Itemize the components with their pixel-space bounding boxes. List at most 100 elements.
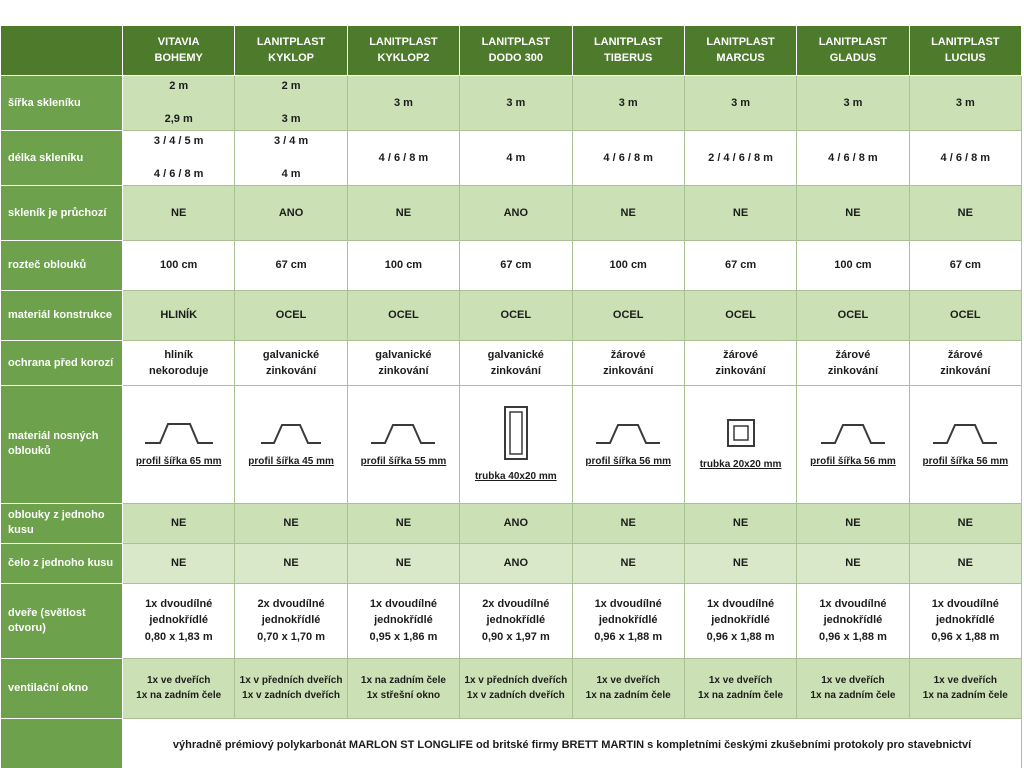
table-cell: 100 cm (571, 240, 685, 291)
table-cell: 1x dvoudílné jednokřídlé 0,96 x 1,88 m (908, 582, 1023, 659)
table-cell: 3 m (459, 75, 573, 131)
table-cell: galvanické zinkování (346, 340, 461, 386)
table-cell: NE (571, 542, 685, 584)
table-cell: NE (796, 185, 910, 241)
table-cell: 67 cm (234, 240, 348, 291)
table-cell: trubka 40x20 mm (459, 385, 573, 504)
table-cell: 1x ve dveřích 1x na zadním čele (796, 657, 910, 719)
table-cell: galvanické zinkování (234, 340, 348, 386)
table-cell: 4 / 6 / 8 m (571, 130, 685, 186)
table-cell: 3 m (796, 75, 910, 131)
tube-20x20-icon (725, 417, 757, 455)
table-cell: OCEL (571, 290, 685, 341)
table-cell: 1x ve dveřích 1x na zadním čele (571, 657, 685, 719)
omega-profile-icon (259, 420, 323, 452)
profile-caption: profil šířka 65 mm (135, 456, 222, 467)
row-label: délka skleníku (0, 130, 123, 186)
table-cell: 1x dvoudílné jednokřídlé 0,96 x 1,88 m (796, 582, 910, 659)
table-cell: 100 cm (796, 240, 910, 291)
profile-caption: profil šířka 56 mm (585, 456, 671, 467)
table-cell: 100 cm (121, 240, 236, 291)
omega-profile-icon (931, 420, 999, 452)
row-label: dveře (světlost otvoru) (0, 582, 123, 659)
table-cell: 3 m (683, 75, 798, 131)
product-header: LANITPLAST LUCIUS (908, 25, 1023, 76)
table-cell: 1x dvoudílné jednokřídlé 0,96 x 1,88 m (683, 582, 798, 659)
product-header: LANITPLAST MARCUS (683, 25, 798, 76)
table-cell: žárové zinkování (571, 340, 685, 386)
table-cell: 4 / 6 / 8 m (346, 130, 461, 186)
table-cell: OCEL (683, 290, 798, 341)
table-cell: ANO (234, 185, 348, 241)
table-cell: NE (908, 542, 1023, 584)
table-cell: 3 / 4 / 5 m 4 / 6 / 8 m (121, 130, 236, 186)
table-cell: 3 m (908, 75, 1023, 131)
table-cell: NE (121, 502, 236, 544)
table-row-arch-spacing: rozteč oblouků 100 cm 67 cm 100 cm 67 cm… (0, 240, 1023, 291)
polycarbonate-line-1: výhradně prémiový polykarbonát MARLON ST… (172, 739, 972, 751)
table-cell: OCEL (346, 290, 461, 341)
omega-profile-icon (594, 420, 662, 452)
row-label: ochrana před korozí (0, 340, 123, 386)
table-row-one-piece-gable: čelo z jednoho kusu NE NE NE ANO NE NE N… (0, 542, 1023, 584)
table-cell: 67 cm (459, 240, 573, 291)
omega-profile-icon (369, 420, 437, 452)
product-header: LANITPLAST TIBERUS (571, 25, 685, 76)
table-cell: 3 m (571, 75, 685, 131)
product-header-row: VITAVIA BOHEMY LANITPLAST KYKLOP LANITPL… (0, 25, 1023, 76)
profile-caption: trubka 20x20 mm (699, 459, 782, 470)
table-cell: 2x dvoudílné jednokřídlé 0,70 x 1,70 m (234, 582, 348, 659)
table-cell: 4 / 6 / 8 m (908, 130, 1023, 186)
table-cell: 3 / 4 m 4 m (234, 130, 348, 186)
table-cell: 1x ve dveřích 1x na zadním čele (908, 657, 1023, 719)
product-header: LANITPLAST DODO 300 (459, 25, 573, 76)
row-label: ventilační okno (0, 657, 123, 719)
table-cell: OCEL (459, 290, 573, 341)
row-label: čelo z jednoho kusu (0, 542, 123, 584)
row-label: skleník je průchozí (0, 185, 123, 241)
table-cell: 2 m 2,9 m (121, 75, 236, 131)
table-cell: NE (908, 502, 1023, 544)
table-row-polycarbonate: polykarbonát výhradně prémiový polykarbo… (0, 717, 1022, 768)
table-cell: ANO (459, 542, 573, 584)
table-cell: 1x v předních dveřích 1x v zadních dveří… (459, 657, 573, 719)
tube-40x20-icon (501, 405, 531, 467)
table-cell: OCEL (234, 290, 348, 341)
table-cell: 1x ve dveřích 1x na zadním čele (683, 657, 798, 719)
table-row-length: délka skleníku 3 / 4 / 5 m 4 / 6 / 8 m 3… (0, 130, 1023, 186)
table-cell: trubka 20x20 mm (683, 385, 798, 504)
table-row-doors: dveře (světlost otvoru) 1x dvoudílné jed… (0, 582, 1023, 659)
table-cell: žárové zinkování (796, 340, 910, 386)
table-cell: 3 m (346, 75, 461, 131)
row-label: materiál konstrukce (0, 290, 123, 341)
table-cell: žárové zinkování (908, 340, 1023, 386)
table-cell: profil šířka 65 mm (121, 385, 236, 504)
table-cell: NE (234, 502, 348, 544)
table-cell: NE (796, 542, 910, 584)
table-row-one-piece-arches: oblouky z jednoho kusu NE NE NE ANO NE N… (0, 502, 1023, 544)
table-cell: 2x dvoudílné jednokřídlé 0,90 x 1,97 m (459, 582, 573, 659)
table-cell: NE (796, 502, 910, 544)
table-cell: 67 cm (683, 240, 798, 291)
table-cell: 1x na zadním čele 1x střešní okno (346, 657, 461, 719)
table-cell: 1x dvoudílné jednokřídlé 0,95 x 1,86 m (346, 582, 461, 659)
profile-caption: profil šířka 45 mm (248, 456, 334, 467)
table-cell: profil šířka 56 mm (796, 385, 910, 504)
table-cell: OCEL (796, 290, 910, 341)
greenhouse-comparison-table: VITAVIA BOHEMY LANITPLAST KYKLOP LANITPL… (0, 25, 1023, 768)
table-cell: 67 cm (908, 240, 1023, 291)
table-cell: NE (571, 185, 685, 241)
table-cell: 2 / 4 / 6 / 8 m (683, 130, 798, 186)
profile-caption: profil šířka 56 mm (810, 456, 896, 467)
row-label: šířka skleníku (0, 75, 123, 131)
product-header: LANITPLAST GLADUS (796, 25, 910, 76)
product-header: LANITPLAST KYKLOP2 (346, 25, 461, 76)
table-cell: NE (908, 185, 1023, 241)
table-cell: 1x dvoudílné jednokřídlé 0,80 x 1,83 m (121, 582, 236, 659)
table-cell: 2 m 3 m (234, 75, 348, 131)
table-cell: 4 m (459, 130, 573, 186)
product-header: VITAVIA BOHEMY (121, 25, 236, 76)
table-cell: 4 / 6 / 8 m (796, 130, 910, 186)
table-cell: galvanické zinkování (459, 340, 573, 386)
